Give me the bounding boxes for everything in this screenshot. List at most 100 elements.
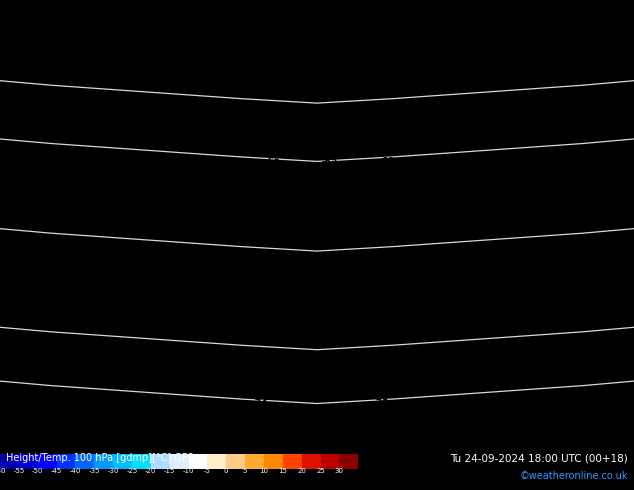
Text: -71: -71 <box>195 251 211 260</box>
Text: 15: 15 <box>278 468 287 474</box>
Text: -71: -71 <box>17 300 34 309</box>
Text: -73: -73 <box>429 300 446 309</box>
Text: -70: -70 <box>258 202 275 211</box>
Text: -73: -73 <box>17 399 34 408</box>
Bar <box>132 454 151 469</box>
Text: 5: 5 <box>243 468 247 474</box>
Text: -65: -65 <box>264 157 281 166</box>
Text: -59: -59 <box>537 9 553 18</box>
Text: -74: -74 <box>486 251 503 260</box>
Text: -61: -61 <box>569 58 585 67</box>
Text: -74: -74 <box>252 350 268 359</box>
Text: -62: -62 <box>436 58 452 67</box>
Bar <box>264 454 283 469</box>
Text: -59: -59 <box>220 9 236 18</box>
Bar <box>339 454 358 469</box>
Bar <box>226 454 245 469</box>
Text: -68: -68 <box>378 157 395 166</box>
Text: -70: -70 <box>131 202 148 211</box>
Text: -50: -50 <box>32 468 43 474</box>
Text: -59: -59 <box>4 9 21 18</box>
Text: 20: 20 <box>297 468 306 474</box>
Text: -73: -73 <box>195 399 211 408</box>
Text: -20: -20 <box>145 468 157 474</box>
Text: -73: -73 <box>74 350 91 359</box>
Text: -73: -73 <box>17 350 34 359</box>
Text: -61: -61 <box>309 58 325 67</box>
Text: -73: -73 <box>195 350 211 359</box>
Text: -74: -74 <box>131 399 148 408</box>
Text: 25: 25 <box>316 468 325 474</box>
Text: -40: -40 <box>70 468 81 474</box>
Text: 30: 30 <box>335 468 344 474</box>
Text: -75: -75 <box>429 399 446 408</box>
Text: -74: -74 <box>252 399 268 408</box>
Text: -59: -59 <box>372 9 389 18</box>
Text: 0: 0 <box>224 468 228 474</box>
Bar <box>56 454 75 469</box>
Text: -66: -66 <box>493 157 509 166</box>
Text: -69: -69 <box>17 202 34 211</box>
Text: -77: -77 <box>543 399 560 408</box>
Text: -64: -64 <box>233 108 249 117</box>
Bar <box>151 454 170 469</box>
Text: -61: -61 <box>499 58 515 67</box>
Bar <box>75 454 94 469</box>
Text: -10: -10 <box>183 468 194 474</box>
Text: -61: -61 <box>245 58 262 67</box>
Text: -77: -77 <box>543 350 560 359</box>
Text: -62: -62 <box>448 108 465 117</box>
Text: -60: -60 <box>17 58 34 67</box>
Bar <box>0 454 19 469</box>
Text: -58: -58 <box>106 9 122 18</box>
Text: -59: -59 <box>55 9 72 18</box>
Text: -69: -69 <box>372 202 389 211</box>
Text: -73: -73 <box>429 251 446 260</box>
Bar <box>113 454 132 469</box>
Text: -62: -62 <box>81 108 97 117</box>
Text: -65: -65 <box>321 157 338 166</box>
Text: -75: -75 <box>372 350 389 359</box>
Text: -70: -70 <box>429 202 446 211</box>
Text: -70: -70 <box>17 251 34 260</box>
Text: -71: -71 <box>486 202 503 211</box>
Text: -45: -45 <box>51 468 62 474</box>
Text: -71: -71 <box>252 251 268 260</box>
Text: -25: -25 <box>126 468 138 474</box>
Text: -72: -72 <box>372 251 389 260</box>
Text: -59: -59 <box>594 157 611 166</box>
Text: -73: -73 <box>74 399 91 408</box>
Text: -58: -58 <box>581 9 598 18</box>
Text: ©weatheronline.co.uk: ©weatheronline.co.uk <box>519 471 628 481</box>
Text: -72: -72 <box>543 202 560 211</box>
Text: -62: -62 <box>17 108 34 117</box>
Text: -67: -67 <box>436 157 452 166</box>
Bar <box>245 454 264 469</box>
Bar <box>37 454 56 469</box>
Text: -76: -76 <box>486 350 503 359</box>
Bar <box>188 454 207 469</box>
Text: -55: -55 <box>13 468 25 474</box>
Text: -75: -75 <box>594 251 611 260</box>
Text: -74: -74 <box>429 350 446 359</box>
Text: -71: -71 <box>74 300 91 309</box>
Text: -72: -72 <box>252 300 268 309</box>
Text: -70: -70 <box>74 251 91 260</box>
Bar <box>170 454 188 469</box>
Text: -60: -60 <box>372 58 389 67</box>
Text: -35: -35 <box>89 468 100 474</box>
Text: -75: -75 <box>372 399 389 408</box>
Text: -70: -70 <box>315 202 332 211</box>
Text: -30: -30 <box>107 468 119 474</box>
Text: Height/Temp. 100 hPa [gdmp][°C] GFS: Height/Temp. 100 hPa [gdmp][°C] GFS <box>6 453 194 463</box>
Text: -76: -76 <box>486 399 503 408</box>
Text: -67: -67 <box>81 157 97 166</box>
Text: -76: -76 <box>372 300 389 309</box>
Text: -73: -73 <box>594 202 611 211</box>
Bar <box>321 454 339 469</box>
Text: -63: -63 <box>163 108 179 117</box>
Bar <box>94 454 113 469</box>
Text: -64: -64 <box>518 108 534 117</box>
Text: -59: -59 <box>480 9 496 18</box>
Text: -62: -62 <box>385 108 401 117</box>
